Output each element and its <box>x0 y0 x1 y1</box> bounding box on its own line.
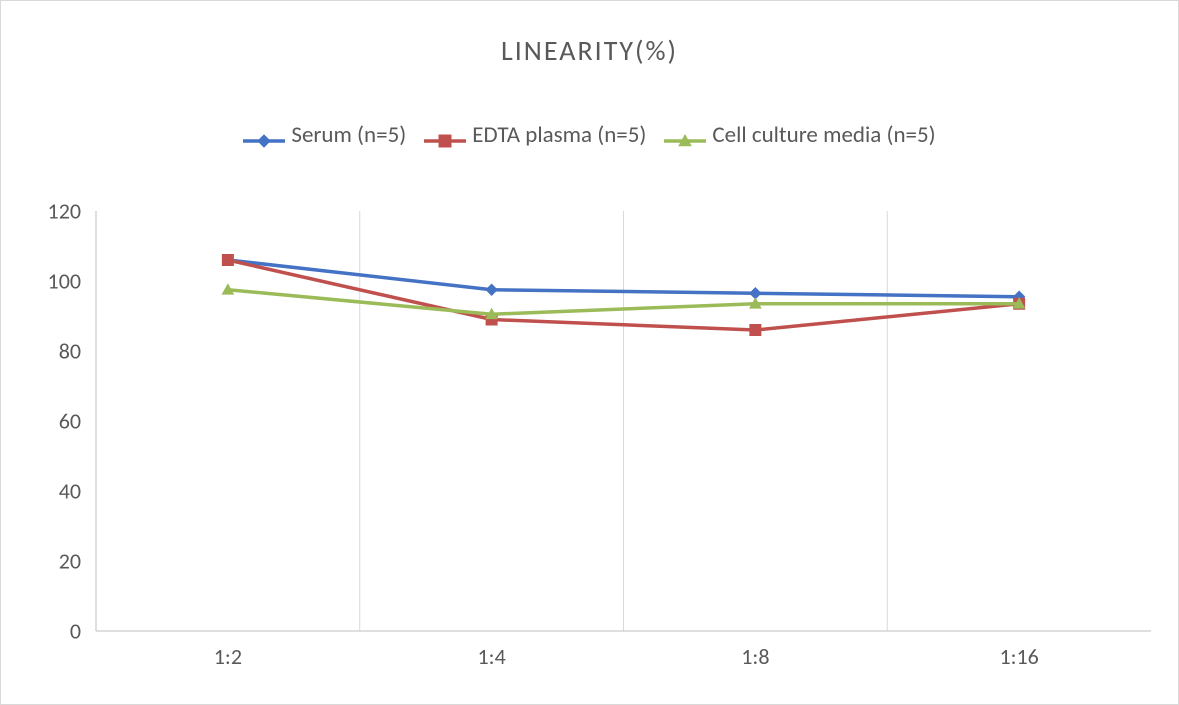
series-marker <box>750 325 761 336</box>
legend-item: EDTA plasma (n=5) <box>424 121 646 149</box>
series-marker <box>750 288 761 299</box>
legend-swatch <box>664 128 706 142</box>
x-tick-label: 1:8 <box>741 643 769 670</box>
x-axis-labels: 1:2 1:4 1:8 1:16 <box>96 643 1151 683</box>
y-tick-label: 20 <box>59 548 81 575</box>
y-tick-label: 60 <box>59 408 81 435</box>
legend-swatch <box>243 128 285 142</box>
chart-title: LINEARITY(%) <box>1 33 1178 68</box>
plot-area <box>96 211 1151 631</box>
y-tick-label: 80 <box>59 338 81 365</box>
series-marker <box>222 255 233 266</box>
x-tick-label: 1:4 <box>478 643 506 670</box>
legend-label: Cell culture media (n=5) <box>712 121 935 149</box>
legend-item: Serum (n=5) <box>243 121 406 149</box>
y-tick-label: 100 <box>48 268 81 295</box>
legend-swatch <box>424 128 466 142</box>
y-tick-label: 0 <box>70 618 81 645</box>
x-tick-label: 1:16 <box>999 643 1038 670</box>
legend-item: Cell culture media (n=5) <box>664 121 935 149</box>
y-axis-labels: 020406080100120 <box>1 211 81 631</box>
legend-label: Serum (n=5) <box>291 121 406 149</box>
series-marker <box>486 284 497 295</box>
legend: Serum (n=5) EDTA plasma (n=5) Cell culture… <box>1 121 1178 149</box>
x-tick-label: 1:2 <box>214 643 242 670</box>
chart-container: LINEARITY(%) Serum (n=5) EDTA plasma (n=5… <box>0 0 1179 705</box>
plot-svg <box>96 211 1151 631</box>
y-tick-label: 120 <box>48 198 81 225</box>
legend-label: EDTA plasma (n=5) <box>472 121 646 149</box>
y-tick-label: 40 <box>59 478 81 505</box>
